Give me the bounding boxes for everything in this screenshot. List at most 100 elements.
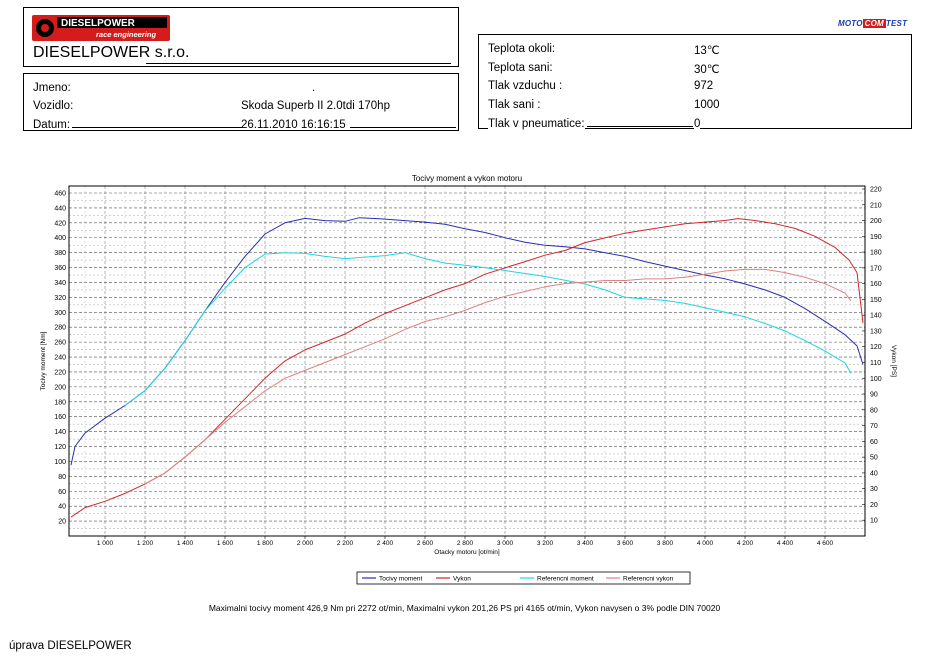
- x-tick-label: 4 000: [697, 540, 714, 547]
- date-underline-right: [350, 127, 456, 128]
- y-left-tick-label: 460: [54, 191, 66, 198]
- conditions-box: Teplota okoli: 13℃ Teplota sani: 30℃ Tla…: [478, 34, 912, 130]
- condition-label: Teplota sani:: [488, 62, 553, 74]
- y-right-tick-label: 90: [870, 392, 878, 399]
- y-left-tick-label: 140: [54, 429, 66, 436]
- x-tick-label: 3 800: [657, 540, 674, 547]
- y-left-tick-label: 220: [54, 369, 66, 376]
- vehicle-info-box: Jmeno: . Vozidlo: Skoda Superb II 2.0tdi…: [23, 73, 459, 131]
- x-tick-label: 2 600: [417, 540, 434, 547]
- company-underline: [146, 63, 451, 64]
- x-axis-label: Otacky motoru [ot/min]: [434, 549, 500, 556]
- y-right-tick-label: 20: [870, 502, 878, 509]
- y-left-tick-label: 120: [54, 444, 66, 451]
- y-left-tick-label: 160: [54, 414, 66, 421]
- y-right-tick-label: 150: [870, 297, 882, 304]
- y-left-tick-label: 260: [54, 340, 66, 347]
- y-left-tick-label: 40: [58, 504, 66, 511]
- x-tick-label: 3 000: [497, 540, 514, 547]
- y-left-tick-label: 100: [54, 459, 66, 466]
- x-tick-label: 3 600: [617, 540, 634, 547]
- y-left-tick-label: 300: [54, 310, 66, 317]
- condition-value: 1000: [694, 99, 720, 111]
- legend-label: Tocivy moment: [379, 576, 423, 583]
- dyno-chart: Tocivy moment a vykon motoru 20 40 60 80 100…: [40, 174, 897, 585]
- y-right-tick-label: 130: [870, 328, 882, 335]
- chart-ticks: 20 40 60 80 100 120 140 160 180 200 220 240 260 280 30…: [54, 187, 881, 548]
- y-left-tick-label: 60: [58, 489, 66, 496]
- series-line-tocivy-moment: [70, 217, 864, 466]
- legend-label: Referencni moment: [537, 576, 594, 583]
- logo-tagline-text: race engineering: [96, 30, 156, 39]
- chart-legend: Tocivy moment Vykon Referencni moment Refer…: [362, 576, 674, 583]
- y-left-tick-label: 340: [54, 280, 66, 287]
- date-underline: [72, 127, 242, 128]
- x-tick-label: 1 600: [217, 540, 234, 547]
- x-tick-label: 4 400: [777, 540, 794, 547]
- condition-value: 13℃: [694, 45, 720, 57]
- y-right-tick-label: 190: [870, 234, 882, 241]
- date-value: 26.11.2010 16:16:15: [241, 119, 346, 131]
- dieselpower-logo: DIESELPOWER race engineering: [32, 15, 170, 41]
- y-left-tick-label: 380: [54, 250, 66, 257]
- y-right-tick-label: 220: [870, 187, 882, 194]
- y-left-tick-label: 440: [54, 205, 66, 212]
- y-left-tick-label: 420: [54, 220, 66, 227]
- x-tick-label: 3 400: [577, 540, 594, 547]
- max-values-summary: Maximalni tocivy moment 426,9 Nm pri 227…: [208, 603, 721, 613]
- y-left-tick-label: 180: [54, 399, 66, 406]
- y-left-tick-label: 360: [54, 265, 66, 272]
- name-label: Jmeno:: [33, 82, 71, 94]
- vehicle-value: Skoda Superb II 2.0tdi 170hp: [241, 100, 390, 112]
- y-left-tick-label: 400: [54, 235, 66, 242]
- x-tick-label: 1 400: [177, 540, 194, 547]
- date-label: Datum:: [33, 119, 71, 131]
- name-value: .: [312, 82, 316, 94]
- y-right-tick-label: 70: [870, 423, 878, 430]
- y-right-tick-label: 160: [870, 281, 882, 288]
- legend-label: Vykon: [453, 576, 471, 583]
- x-tick-label: 2 400: [377, 540, 394, 547]
- y-right-tick-label: 140: [870, 313, 882, 320]
- y-right-tick-label: 60: [870, 439, 878, 446]
- motocomtest-logo: MOTO COM TEST: [838, 19, 908, 28]
- x-tick-label: 1 000: [97, 540, 114, 547]
- y-right-tick-label: 40: [870, 470, 878, 477]
- y-left-tick-label: 80: [58, 474, 66, 481]
- y-axis-left-label: Tocivy moment [Nm]: [40, 331, 47, 390]
- y-left-tick-label: 20: [58, 519, 66, 526]
- x-tick-label: 3 200: [537, 540, 554, 547]
- condition-value: 0: [694, 118, 701, 130]
- chart-title: Tocivy moment a vykon motoru: [412, 174, 522, 183]
- chart-series: [70, 217, 864, 518]
- x-tick-label: 2 200: [337, 540, 354, 547]
- vehicle-label: Vozidlo:: [33, 100, 74, 112]
- y-right-tick-label: 80: [870, 407, 878, 414]
- logo-brand-text: DIESELPOWER: [61, 18, 136, 29]
- x-tick-label: 4 200: [737, 540, 754, 547]
- plot-frame: [68, 185, 866, 537]
- company-header-box: DIESELPOWER race engineering DIESELPOWER…: [23, 7, 459, 67]
- y-right-tick-label: 10: [870, 518, 878, 525]
- y-right-tick-label: 210: [870, 202, 882, 209]
- y-right-tick-label: 170: [870, 265, 882, 272]
- y-axis-right-label: Vykon [PS]: [890, 345, 897, 377]
- y-right-tick-label: 200: [870, 218, 882, 225]
- y-right-tick-label: 110: [870, 360, 881, 367]
- condition-label: Tlak v pneumatice:: [488, 118, 585, 130]
- footer-credit: úprava DIESELPOWER: [9, 640, 132, 652]
- x-tick-label: 1 800: [257, 540, 274, 547]
- condition-value: 30℃: [694, 64, 720, 76]
- x-tick-label: 2 800: [457, 540, 474, 547]
- condition-value: 972: [694, 80, 714, 92]
- condition-label: Teplota okoli:: [488, 43, 556, 55]
- y-left-tick-label: 320: [54, 295, 66, 302]
- y-left-tick-label: 200: [54, 384, 66, 391]
- series-line-vykon: [70, 218, 864, 518]
- y-right-tick-label: 50: [870, 455, 878, 462]
- x-tick-label: 1 200: [137, 540, 154, 547]
- company-name: DIESELPOWER s.r.o.: [33, 44, 190, 61]
- y-right-tick-label: 100: [870, 376, 882, 383]
- y-right-tick-label: 120: [870, 344, 882, 351]
- series-line-referencni-moment: [124, 252, 852, 406]
